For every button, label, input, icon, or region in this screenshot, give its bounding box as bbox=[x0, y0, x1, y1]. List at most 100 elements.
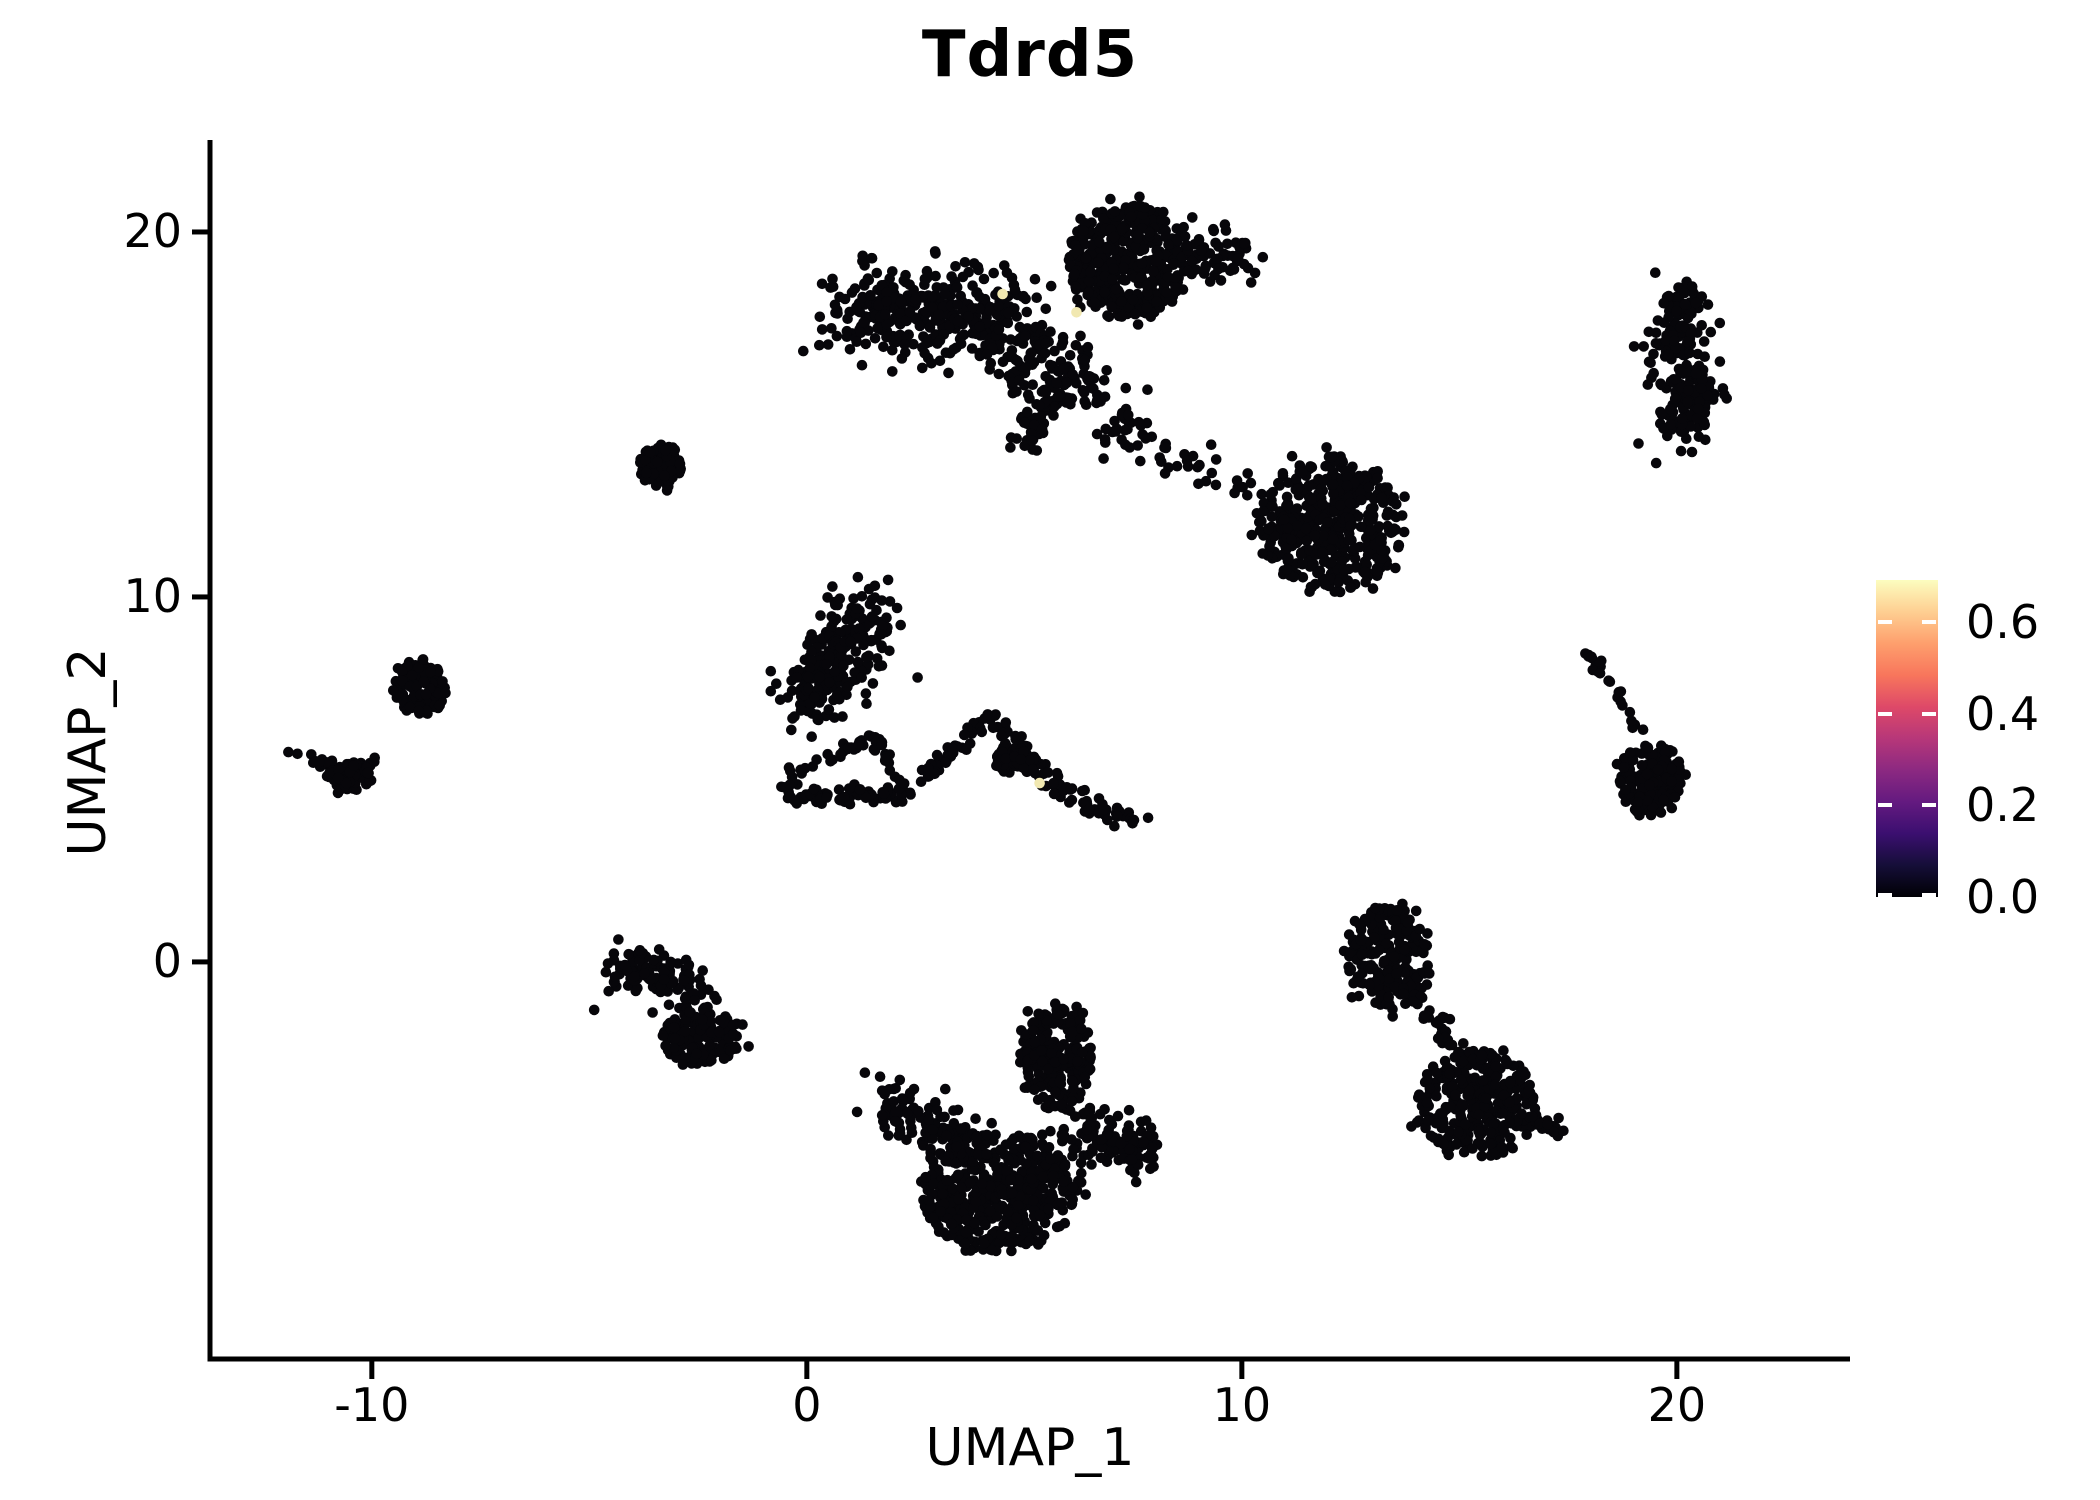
data-point bbox=[927, 302, 938, 313]
data-point bbox=[1658, 794, 1669, 805]
data-point bbox=[1027, 444, 1038, 455]
data-point bbox=[1071, 378, 1082, 389]
data-point bbox=[1110, 284, 1122, 295]
data-point bbox=[1079, 1071, 1091, 1083]
data-point bbox=[1445, 1101, 1456, 1112]
data-point bbox=[827, 273, 838, 285]
data-point bbox=[1108, 263, 1119, 275]
data-point bbox=[1645, 357, 1656, 369]
data-point bbox=[876, 1110, 888, 1121]
data-point bbox=[1632, 797, 1644, 808]
data-point bbox=[1682, 396, 1693, 408]
data-point bbox=[1637, 724, 1649, 735]
data-point bbox=[786, 724, 797, 736]
data-point bbox=[1703, 382, 1715, 393]
data-point bbox=[991, 760, 1002, 772]
data-point bbox=[816, 278, 828, 290]
data-point bbox=[711, 994, 722, 1005]
data-point bbox=[946, 271, 957, 282]
data-point bbox=[1291, 520, 1303, 532]
data-point bbox=[1196, 245, 1207, 256]
data-point bbox=[1025, 347, 1037, 359]
data-point bbox=[869, 333, 881, 344]
data-point bbox=[1097, 799, 1108, 810]
data-point bbox=[952, 1169, 964, 1181]
data-point bbox=[1309, 530, 1321, 541]
data-point bbox=[1116, 311, 1128, 322]
data-point bbox=[859, 1067, 871, 1078]
data-point bbox=[1002, 1206, 1014, 1217]
data-point bbox=[1317, 498, 1328, 510]
data-point bbox=[1656, 409, 1668, 420]
data-point bbox=[993, 300, 1004, 312]
data-point bbox=[876, 595, 888, 606]
data-point bbox=[986, 1117, 997, 1129]
data-point bbox=[1065, 1018, 1076, 1029]
data-point bbox=[1119, 424, 1131, 436]
data-point bbox=[1660, 335, 1672, 346]
data-point bbox=[1002, 307, 1014, 319]
data-point bbox=[1083, 287, 1094, 299]
data-point bbox=[890, 1106, 902, 1117]
data-point bbox=[1178, 221, 1189, 233]
data-point bbox=[851, 336, 862, 348]
data-point bbox=[946, 1218, 957, 1230]
data-point bbox=[932, 338, 943, 349]
data-point bbox=[827, 581, 838, 592]
data-point bbox=[1341, 480, 1353, 492]
data-point bbox=[1066, 1075, 1078, 1087]
data-point bbox=[1333, 577, 1344, 588]
data-point bbox=[981, 349, 993, 360]
data-point bbox=[1690, 368, 1702, 379]
data-point bbox=[1322, 517, 1333, 528]
data-point bbox=[406, 670, 418, 681]
data-point bbox=[1051, 767, 1063, 779]
data-point bbox=[1232, 253, 1244, 264]
data-point bbox=[1101, 365, 1112, 376]
data-point bbox=[1425, 1130, 1437, 1142]
data-point bbox=[959, 729, 970, 741]
data-point bbox=[825, 756, 836, 767]
data-point bbox=[1628, 341, 1640, 352]
data-point bbox=[737, 1019, 748, 1030]
data-point bbox=[1192, 461, 1203, 473]
data-point bbox=[1135, 455, 1146, 467]
data-point bbox=[1046, 1048, 1057, 1059]
colorbar-tick-label: 0.4 bbox=[1966, 686, 2040, 741]
data-point bbox=[896, 353, 908, 364]
data-point bbox=[1033, 1239, 1044, 1250]
data-point bbox=[1171, 235, 1183, 246]
data-point bbox=[851, 1106, 863, 1118]
data-point bbox=[956, 1182, 967, 1193]
data-point bbox=[838, 660, 849, 672]
data-point bbox=[951, 282, 963, 293]
data-point bbox=[881, 296, 892, 307]
data-point bbox=[1542, 1119, 1553, 1130]
data-point bbox=[1139, 202, 1151, 213]
data-point bbox=[1182, 265, 1194, 277]
data-point bbox=[1714, 356, 1726, 367]
data-point bbox=[1344, 497, 1356, 509]
data-point bbox=[1033, 1008, 1044, 1020]
data-point bbox=[1045, 1125, 1056, 1137]
data-point bbox=[970, 1196, 982, 1208]
data-point bbox=[939, 288, 951, 300]
data-point bbox=[860, 688, 872, 699]
data-point bbox=[1056, 1197, 1068, 1208]
data-point bbox=[1451, 1139, 1462, 1150]
data-point bbox=[1685, 421, 1696, 432]
data-point bbox=[1389, 981, 1401, 992]
data-point bbox=[1636, 760, 1648, 771]
data-point bbox=[1480, 1093, 1492, 1104]
data-point bbox=[1045, 280, 1057, 292]
data-point bbox=[1467, 1053, 1479, 1065]
data-point bbox=[913, 1105, 924, 1117]
data-point bbox=[876, 629, 887, 640]
data-point bbox=[883, 1130, 894, 1141]
data-point bbox=[1407, 996, 1419, 1007]
data-point bbox=[1098, 453, 1109, 464]
data-point bbox=[644, 447, 656, 458]
data-point bbox=[658, 974, 670, 985]
data-point bbox=[1318, 530, 1329, 541]
data-point bbox=[806, 731, 817, 742]
